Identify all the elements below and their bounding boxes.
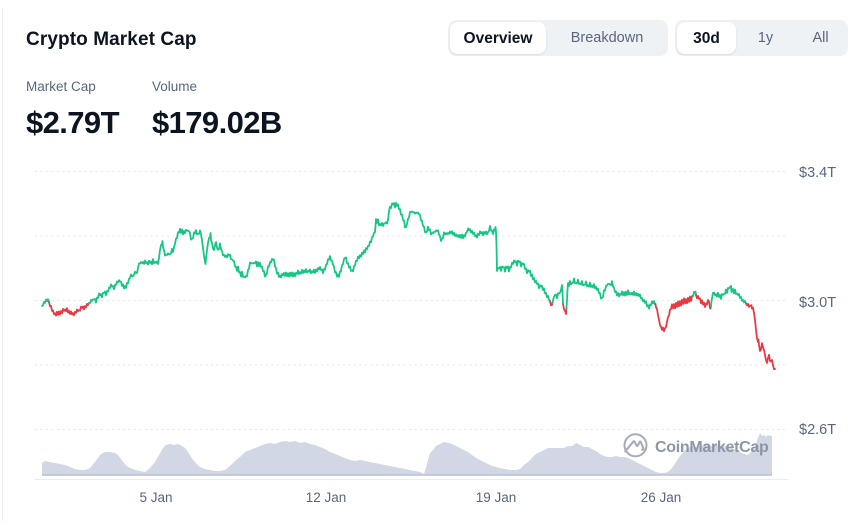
svg-text:19 Jan: 19 Jan xyxy=(476,490,517,505)
svg-text:$2.6T: $2.6T xyxy=(799,422,836,438)
svg-text:$3.4T: $3.4T xyxy=(799,165,836,181)
svg-text:$3.0T: $3.0T xyxy=(799,295,836,311)
svg-text:26 Jan: 26 Jan xyxy=(641,490,682,505)
svg-text:CoinMarketCap: CoinMarketCap xyxy=(655,439,769,456)
svg-text:5 Jan: 5 Jan xyxy=(139,490,172,505)
svg-text:12 Jan: 12 Jan xyxy=(306,490,347,505)
